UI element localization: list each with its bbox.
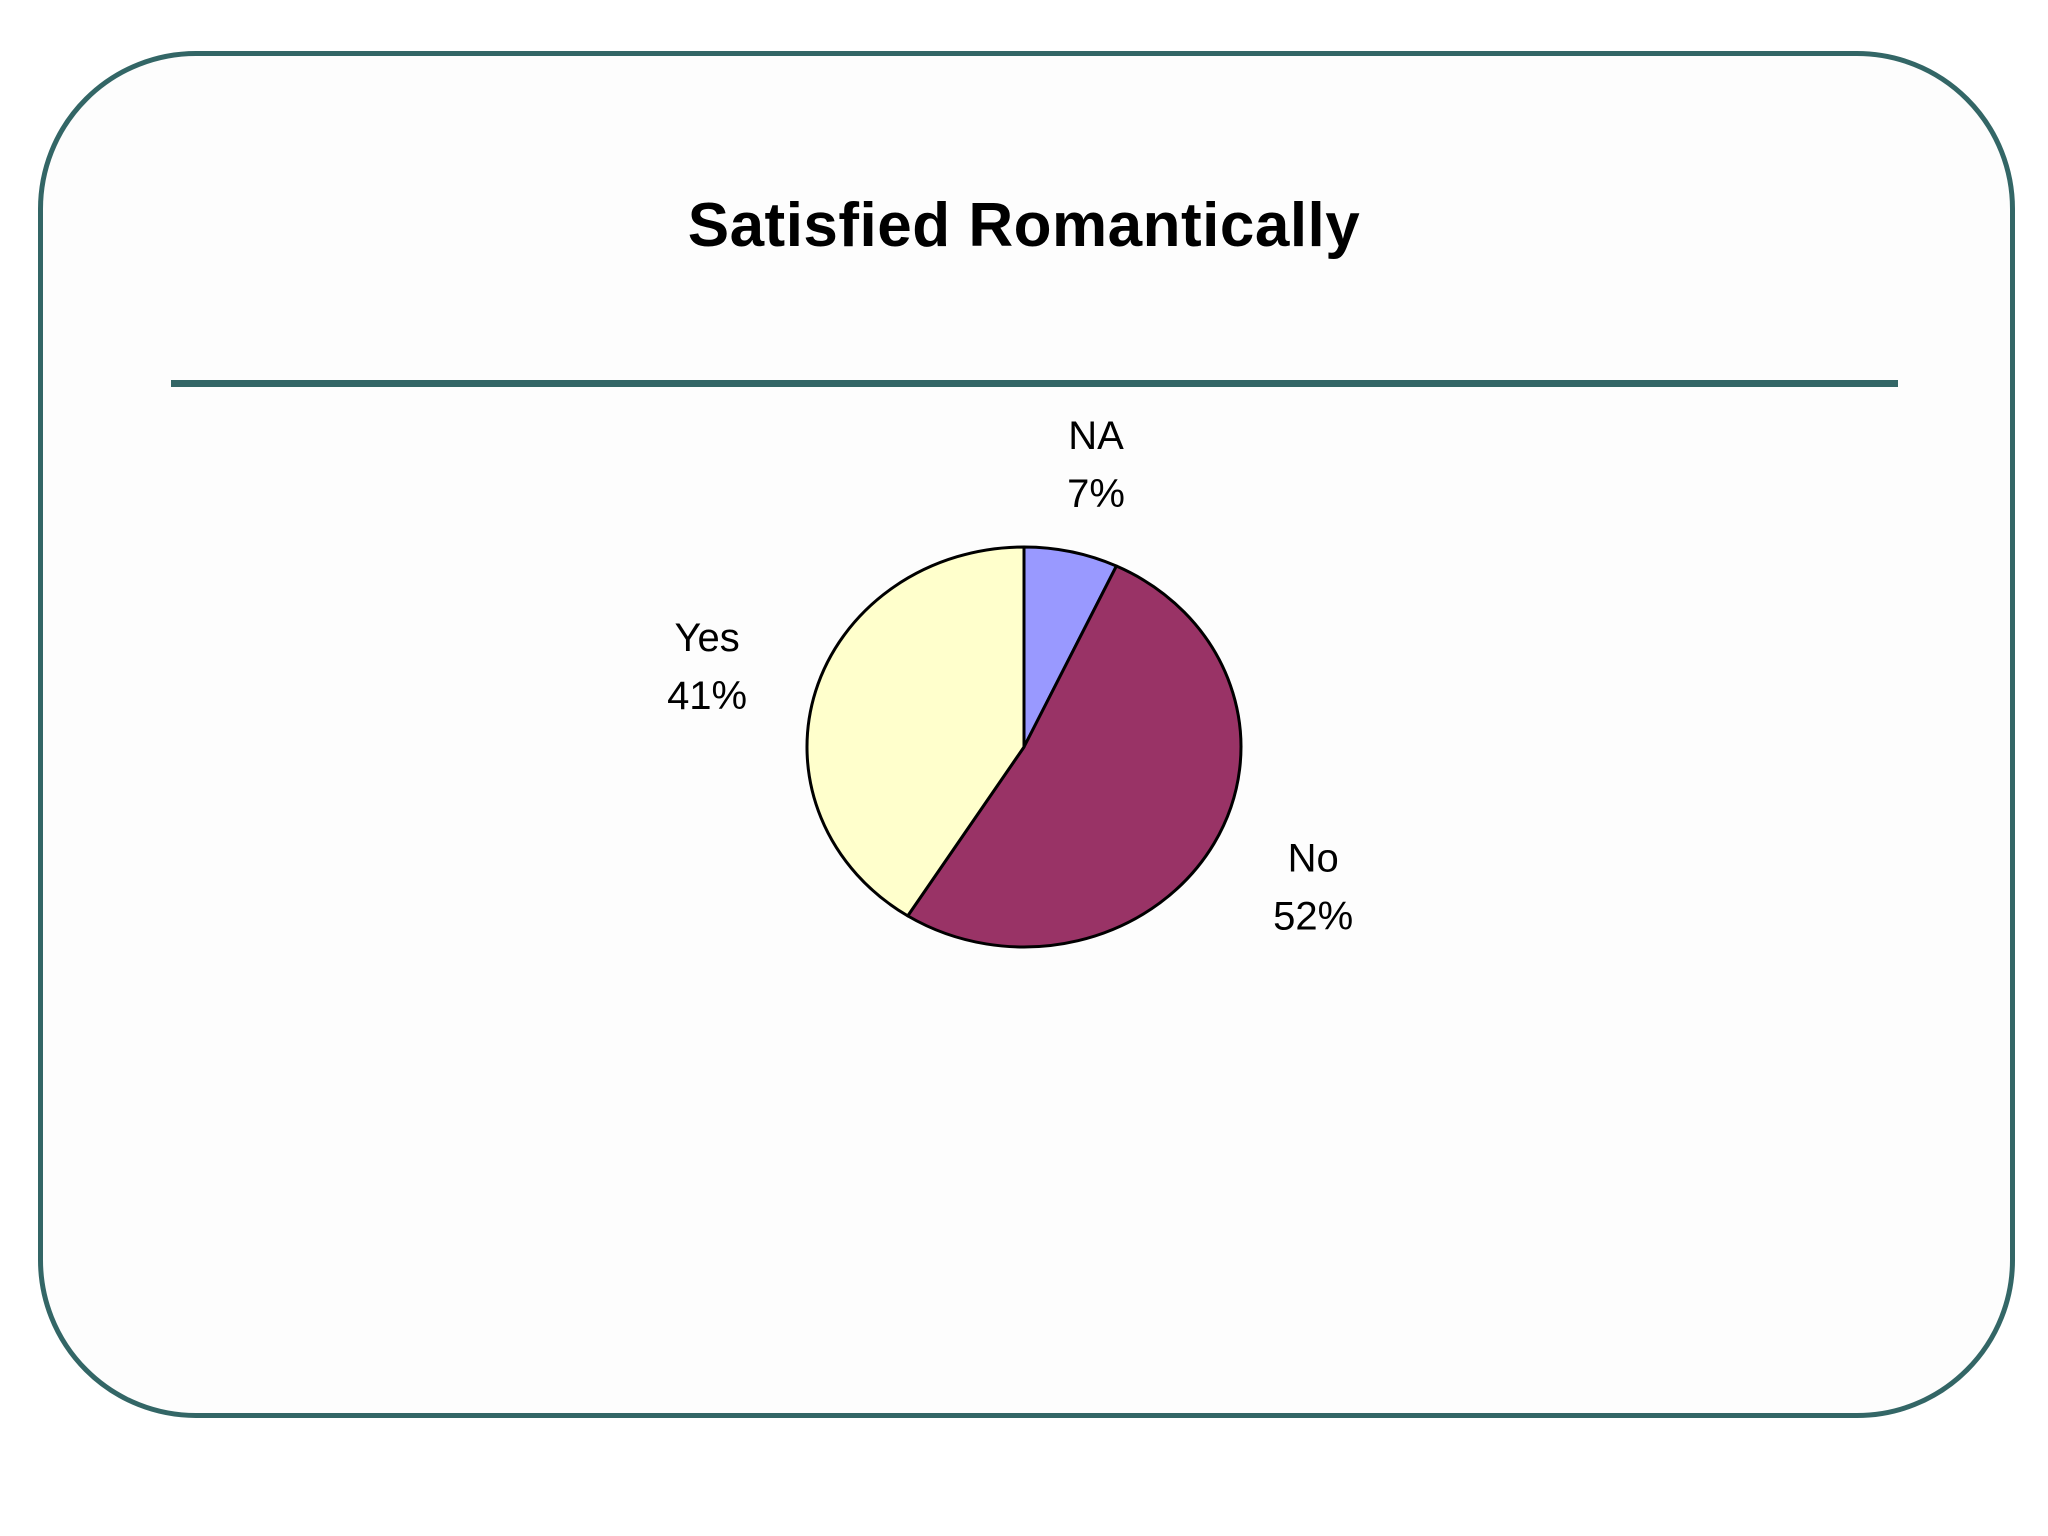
slice-label-no: No <box>1288 837 1339 881</box>
slice-percent-yes: 41% <box>667 674 747 718</box>
slice-percent-no: 52% <box>1273 895 1353 939</box>
slice-label-yes: Yes <box>674 616 739 660</box>
pie-slices <box>805 545 1243 949</box>
title-divider <box>171 380 1898 387</box>
pie-slice-yes <box>805 545 1026 918</box>
pie-labels: NA 7% No 52% Yes 41% <box>667 414 1353 939</box>
slice-label-na: NA <box>1068 414 1124 458</box>
pie-slice-no <box>906 564 1243 949</box>
slice-percent-na: 7% <box>1067 472 1125 516</box>
slide-title: Satisfied Romantically <box>687 191 1361 260</box>
